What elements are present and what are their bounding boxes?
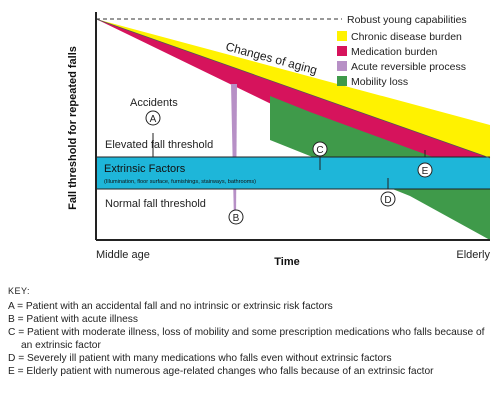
legend-label-chronic: Chronic disease burden: [351, 31, 462, 43]
x-axis-label: Time: [274, 256, 299, 268]
y-axis-label: Fall threshold for repeated falls: [67, 46, 79, 210]
aging-slope-line: [95, 18, 491, 159]
marker-e-circle: [417, 162, 433, 178]
legend-label-medication: Medication burden: [351, 46, 438, 58]
medication-area: [96, 19, 490, 178]
fall-threshold-diagram: A B C D E Fall threshold for repeated fa…: [67, 12, 491, 268]
legend-swatch-chronic: [337, 31, 347, 41]
key-item-e: E = Elderly patient with numerous age-re…: [8, 366, 434, 377]
marker-e-label: E: [422, 166, 429, 177]
marker-b-circle: [228, 209, 244, 225]
x-start-label: Middle age: [96, 249, 150, 261]
legend-swatch-acute: [337, 61, 347, 71]
legend-label-mobility: Mobility loss: [351, 76, 408, 88]
marker-a-circle: [145, 110, 161, 126]
acute-process-spike: [231, 84, 237, 222]
robust-label: Robust young capabilities: [347, 14, 467, 26]
marker-c-circle: [312, 141, 328, 157]
key-heading: KEY:: [8, 286, 31, 296]
marker-d-label: D: [384, 195, 391, 206]
marker-c-label: C: [316, 145, 323, 156]
extrinsic-factors-title: Extrinsic Factors: [104, 163, 186, 175]
legend-swatch-mobility: [337, 76, 347, 86]
marker-b-label: B: [233, 213, 240, 224]
key-item-c: C = Patient with moderate illness, loss …: [8, 327, 485, 351]
normal-threshold-label: Normal fall threshold: [105, 198, 206, 210]
key-section: KEY: A = Patient with an accidental fall…: [8, 285, 498, 378]
legend-label-acute: Acute reversible process: [351, 61, 466, 73]
key-item-d: D = Severely ill patient with many medic…: [8, 353, 392, 364]
legend-swatch-medication: [337, 46, 347, 56]
extrinsic-factors-subtitle: (Illumination, floor surface, furnishing…: [104, 179, 256, 185]
marker-a-label: A: [150, 114, 157, 125]
key-item-a: A = Patient with an accidental fall and …: [8, 301, 333, 312]
elevated-threshold-label: Elevated fall threshold: [105, 139, 213, 151]
legend: Chronic disease burden Medication burden…: [337, 31, 466, 88]
accidents-label: Accidents: [130, 97, 178, 109]
x-end-label: Elderly: [456, 249, 490, 261]
marker-d-circle: [380, 191, 396, 207]
key-item-b: B = Patient with acute illness: [8, 314, 138, 325]
